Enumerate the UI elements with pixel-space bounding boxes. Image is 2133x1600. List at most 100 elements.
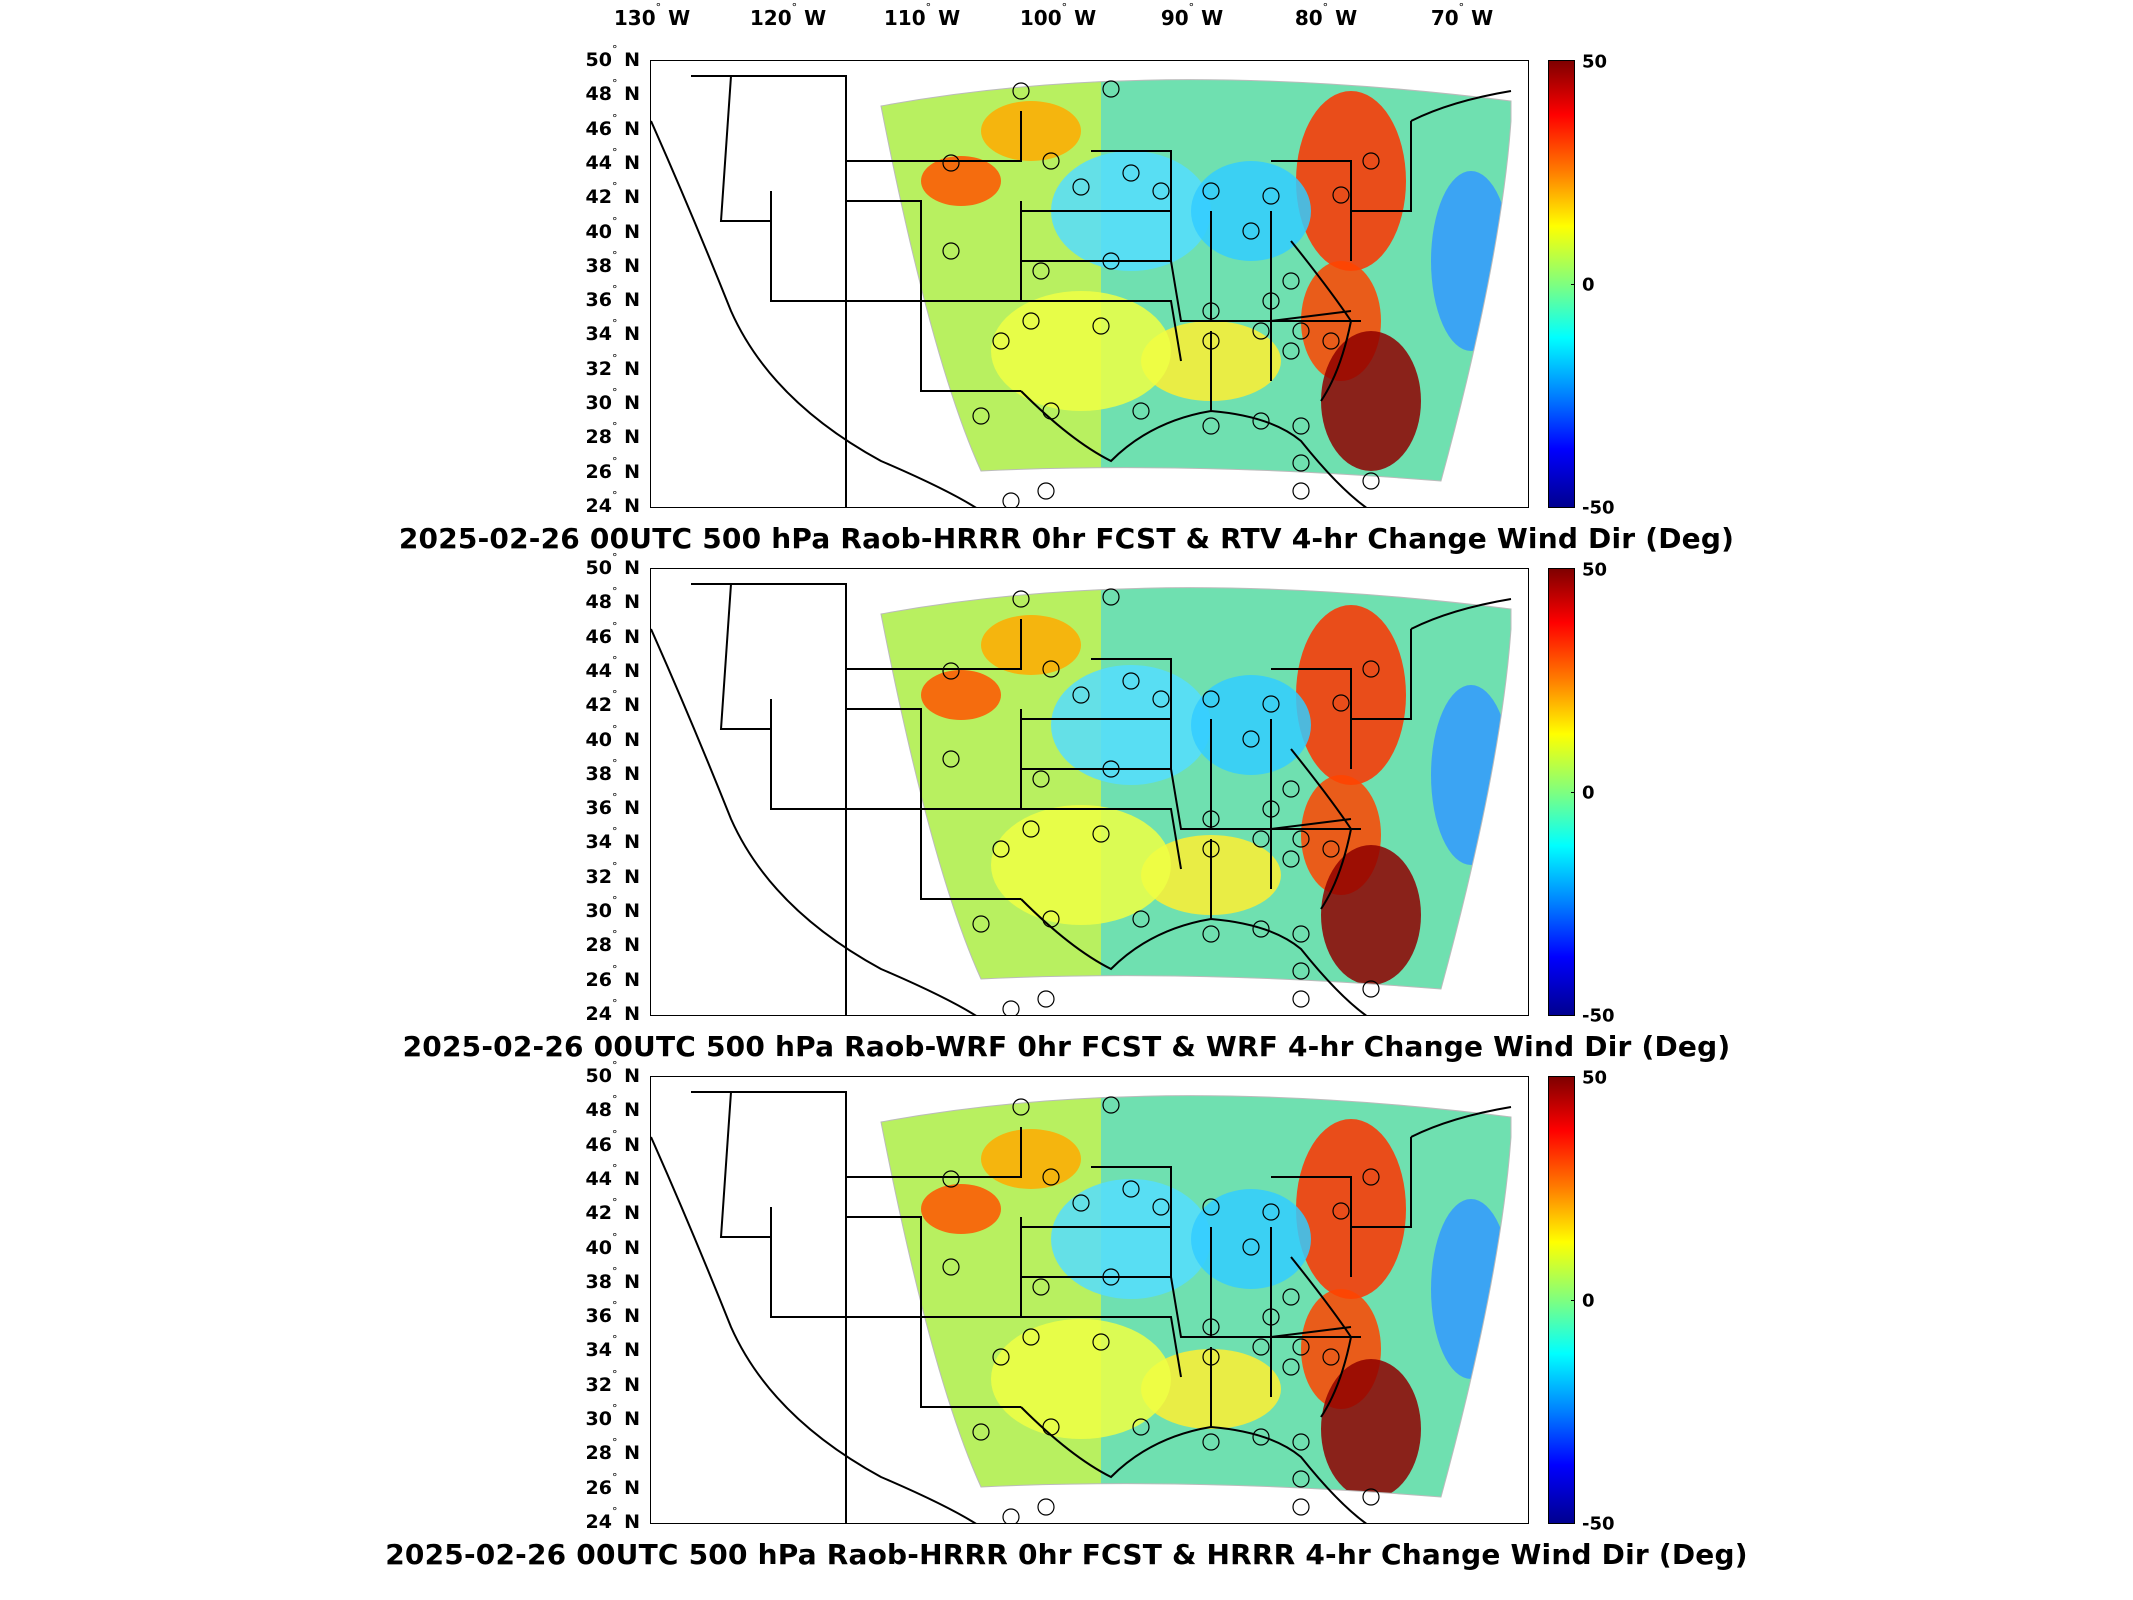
raob-station-marker	[1282, 1288, 1300, 1306]
model-domain-outline	[880, 79, 1512, 482]
state-border	[1170, 1276, 1352, 1338]
state-border	[651, 628, 977, 1015]
lat-label-46n: 46° N	[585, 111, 640, 140]
state-border	[1170, 768, 1352, 830]
raob-station-marker	[1072, 686, 1090, 704]
raob-station-marker	[972, 915, 990, 933]
raob-station-marker	[1202, 1318, 1220, 1336]
raob-station-marker	[942, 1170, 960, 1188]
raob-station-marker	[1332, 1202, 1350, 1220]
state-border	[1351, 1137, 1412, 1228]
raob-station-marker	[992, 840, 1010, 858]
raob-station-marker	[1102, 1096, 1120, 1114]
map-frame	[650, 1076, 1529, 1524]
lon-label-120w: 120° W	[749, 1, 827, 30]
raob-station-marker	[942, 242, 960, 260]
lat-label-42n: 42° N	[585, 688, 640, 717]
state-border	[1271, 668, 1352, 769]
raob-station-marker	[1282, 850, 1300, 868]
raob-station-marker	[1252, 322, 1270, 340]
state-border	[1021, 808, 1182, 870]
raob-station-marker	[1242, 1238, 1260, 1256]
raob-station-marker	[1132, 910, 1150, 928]
raob-station-marker	[1202, 925, 1220, 943]
raob-station-marker	[1262, 1308, 1280, 1326]
raob-station-marker	[1252, 1338, 1270, 1356]
lat-label-44n: 44° N	[585, 1161, 640, 1191]
lat-label-44n: 44° N	[585, 653, 640, 683]
raob-station-marker	[1292, 482, 1310, 500]
colorbar-min-label: -50	[1582, 497, 1615, 519]
raob-station-marker	[1292, 830, 1310, 848]
lat-label-48n: 48° N	[585, 585, 640, 614]
lat-label-26n: 26° N	[585, 454, 640, 483]
raob-station-marker	[1022, 820, 1040, 838]
lat-label-48n: 48° N	[585, 1093, 640, 1122]
state-border	[691, 583, 847, 1015]
lat-label-30n: 30° N	[585, 893, 640, 923]
colorbar-mid-label: 0	[1582, 1290, 1595, 1312]
lat-label-28n: 28° N	[585, 420, 640, 449]
lat-label-34n: 34° N	[585, 317, 640, 346]
raob-station-marker	[1292, 1433, 1310, 1451]
raob-station-marker	[1332, 186, 1350, 204]
raob-station-marker	[1202, 840, 1220, 858]
state-border	[719, 1091, 772, 1238]
field-blob	[1321, 1359, 1421, 1498]
raob-station-marker	[1282, 342, 1300, 360]
raob-station-marker	[1012, 82, 1030, 100]
lat-label-50n: 50° N	[585, 1058, 640, 1088]
lon-label-100w: 100° W	[1019, 1, 1097, 30]
raob-station-marker	[1132, 402, 1150, 420]
map-frame	[650, 568, 1529, 1016]
lat-label-26n: 26° N	[585, 962, 640, 991]
raob-station-marker	[1292, 322, 1310, 340]
raob-station-marker	[1072, 1194, 1090, 1212]
state-border	[1021, 1226, 1172, 1278]
raob-station-marker	[1292, 1338, 1310, 1356]
lon-label-110w: 110° W	[883, 1, 961, 30]
raob-station-marker	[1292, 990, 1310, 1008]
raob-station-marker	[1202, 690, 1220, 708]
raob-station-marker	[1292, 454, 1310, 472]
state-border	[651, 120, 977, 507]
raob-station-marker	[1362, 472, 1380, 490]
wind-direction-map	[651, 583, 1512, 1015]
lat-label-32n: 32° N	[585, 859, 640, 888]
raob-station-marker	[972, 1423, 990, 1441]
map-panel-2: 50 0 -50 2025-02-26 00UTC 500 hPa Raob-W…	[0, 508, 2133, 1068]
colorbar	[1548, 60, 1575, 508]
state-border	[1020, 1406, 1368, 1523]
lat-label-40n: 40° N	[585, 722, 640, 751]
field-blob	[991, 1319, 1171, 1439]
raob-station-marker	[1262, 292, 1280, 310]
lat-label-34n: 34° N	[585, 825, 640, 854]
state-border	[1290, 240, 1353, 402]
raob-station-marker	[1012, 1098, 1030, 1116]
raob-station-marker	[972, 407, 990, 425]
raob-station-marker	[1042, 910, 1060, 928]
lon-label-90w: 90° W	[1160, 1, 1224, 30]
field-blob	[1191, 161, 1311, 261]
field-blob	[1321, 331, 1421, 471]
raob-station-marker	[1202, 417, 1220, 435]
lat-label-36n: 36° N	[585, 790, 640, 820]
state-border	[691, 1091, 847, 1523]
raob-station-marker	[1202, 810, 1220, 828]
state-border	[1290, 748, 1353, 910]
state-border	[1351, 121, 1412, 212]
raob-station-marker	[1152, 1198, 1170, 1216]
raob-station-marker	[1262, 800, 1280, 818]
lat-label-50n: 50° N	[585, 550, 640, 580]
field-blob	[991, 805, 1171, 925]
lat-label-38n: 38° N	[585, 1264, 640, 1294]
field-blob	[991, 291, 1171, 411]
raob-station-marker	[1292, 417, 1310, 435]
raob-station-marker	[1242, 730, 1260, 748]
raob-station-marker	[1252, 920, 1270, 938]
lat-label-46n: 46° N	[585, 619, 640, 648]
lat-label-40n: 40° N	[585, 1230, 640, 1259]
raob-station-marker	[1252, 830, 1270, 848]
raob-station-marker	[1282, 780, 1300, 798]
raob-station-marker	[1037, 990, 1055, 1008]
